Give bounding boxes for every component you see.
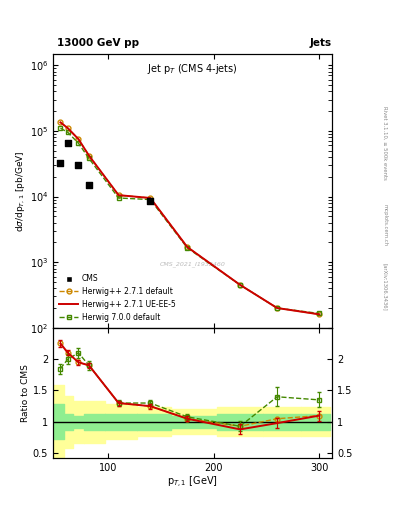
Point: [75, 161, 82, 169]
Text: CMS_2021_I1932460: CMS_2021_I1932460: [160, 262, 226, 267]
X-axis label: p$_{T,1}$ [GeV]: p$_{T,1}$ [GeV]: [167, 475, 218, 489]
Text: [arXiv:1306.3436]: [arXiv:1306.3436]: [383, 263, 387, 311]
Point: [86, 181, 92, 189]
Point: [57, 159, 64, 167]
Legend: CMS, Herwig++ 2.7.1 default, Herwig++ 2.7.1 UE-EE-5, Herwig 7.0.0 default: CMS, Herwig++ 2.7.1 default, Herwig++ 2.…: [57, 272, 178, 324]
Text: mcplots.cern.ch: mcplots.cern.ch: [383, 204, 387, 246]
Point: [65, 139, 71, 147]
Point: [147, 197, 153, 205]
Y-axis label: d$\sigma$/dp$_{T,1}$ [pb/GeV]: d$\sigma$/dp$_{T,1}$ [pb/GeV]: [14, 150, 27, 231]
Text: Rivet 3.1.10, ≥ 500k events: Rivet 3.1.10, ≥ 500k events: [383, 106, 387, 180]
Text: Jets: Jets: [309, 38, 331, 48]
Text: 13000 GeV pp: 13000 GeV pp: [57, 38, 139, 48]
Text: Jet p$_T$ (CMS 4-jets): Jet p$_T$ (CMS 4-jets): [147, 62, 238, 76]
Y-axis label: Ratio to CMS: Ratio to CMS: [21, 364, 30, 422]
